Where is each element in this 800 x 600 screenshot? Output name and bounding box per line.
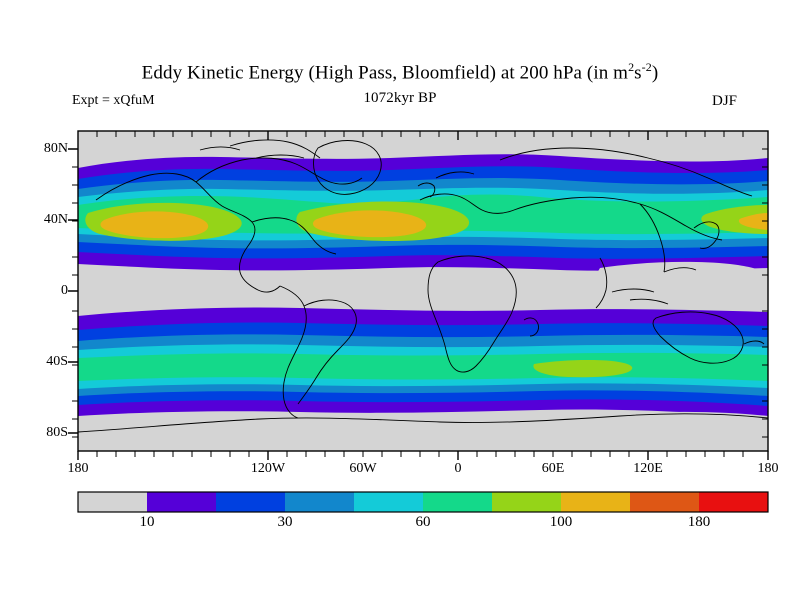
antarctic-minimum	[78, 411, 768, 451]
season-label: DJF	[712, 93, 738, 109]
title-exponent-s: -2	[641, 60, 652, 74]
page-title: Eddy Kinetic Energy (High Pass, Bloomfie…	[0, 60, 800, 84]
contour-band-natl-100-140	[313, 210, 427, 238]
colorbar-label-10: 10	[139, 514, 155, 530]
colorbar-swatch-6	[492, 492, 561, 512]
colorbar-swatch-3	[285, 492, 354, 512]
colorbar[interactable]	[77, 491, 769, 513]
experiment-label: Expt = xQfuM	[72, 93, 155, 108]
tick-right-minor	[762, 148, 768, 438]
tick-top-major	[267, 131, 649, 140]
contour-band-wpac-100-140	[738, 213, 768, 230]
contour-band-npac-100-140	[100, 211, 209, 239]
x-tick-label-60w: 0	[454, 461, 462, 476]
colorbar-swatches	[78, 492, 768, 512]
x-tick-label-120w: 120W	[250, 461, 286, 476]
tick-left-minor	[72, 148, 78, 438]
y-tick-label-80n: 80N	[43, 141, 68, 156]
colorbar-swatch-0	[78, 492, 147, 512]
coastlines	[78, 139, 768, 433]
contour-bands	[78, 139, 768, 451]
x-tick-label-180w: 180	[67, 461, 89, 476]
colorbar-swatch-1	[147, 492, 216, 512]
colorbar-swatch-9	[699, 492, 768, 512]
y-tick-label-40s: 40S	[46, 354, 68, 369]
x-tick-label-60w-dup: 60W	[349, 461, 377, 476]
y-tick-label-40n: 40N	[43, 212, 68, 227]
colorbar-swatch-4	[354, 492, 423, 512]
tropical-minimum-maritime	[593, 261, 768, 305]
y-tick-label-80s: 80S	[46, 425, 68, 440]
tick-left-major	[68, 148, 78, 434]
colorbar-label-180: 180	[687, 514, 711, 530]
tick-bottom-major	[77, 451, 769, 460]
x-tick-label-120e-slot: 120E	[633, 461, 663, 476]
axis-ticks	[68, 131, 769, 460]
contour-band-sindian-80-100	[533, 360, 633, 378]
colorbar-swatch-5	[423, 492, 492, 512]
title-text-close: )	[651, 62, 659, 84]
title-text-s: s	[634, 62, 642, 84]
colorbar-swatch-7	[561, 492, 630, 512]
colorbar-swatch-2	[216, 492, 285, 512]
colorbar-swatch-8	[630, 492, 699, 512]
tick-top-minor	[96, 131, 744, 137]
subtitle-epoch: 1072kyr BP	[363, 90, 437, 106]
colorbar-label-30: 30	[277, 514, 293, 530]
x-tick-label-180e: 180	[757, 461, 779, 476]
title-exponent-m: 2	[628, 60, 635, 74]
colorbar-frame	[77, 491, 769, 513]
colorbar-label-60: 60	[415, 514, 431, 530]
y-tick-label-0: 0	[61, 283, 68, 298]
tick-bottom-minor	[96, 451, 744, 457]
contour-band-sh-60-80	[78, 352, 768, 381]
colorbar-label-100: 100	[549, 514, 573, 530]
x-tick-label-60e: 60E	[541, 461, 565, 476]
tropical-minimum-americas	[78, 286, 174, 316]
title-text: Eddy Kinetic Energy (High Pass, Bloomfie…	[141, 62, 629, 84]
